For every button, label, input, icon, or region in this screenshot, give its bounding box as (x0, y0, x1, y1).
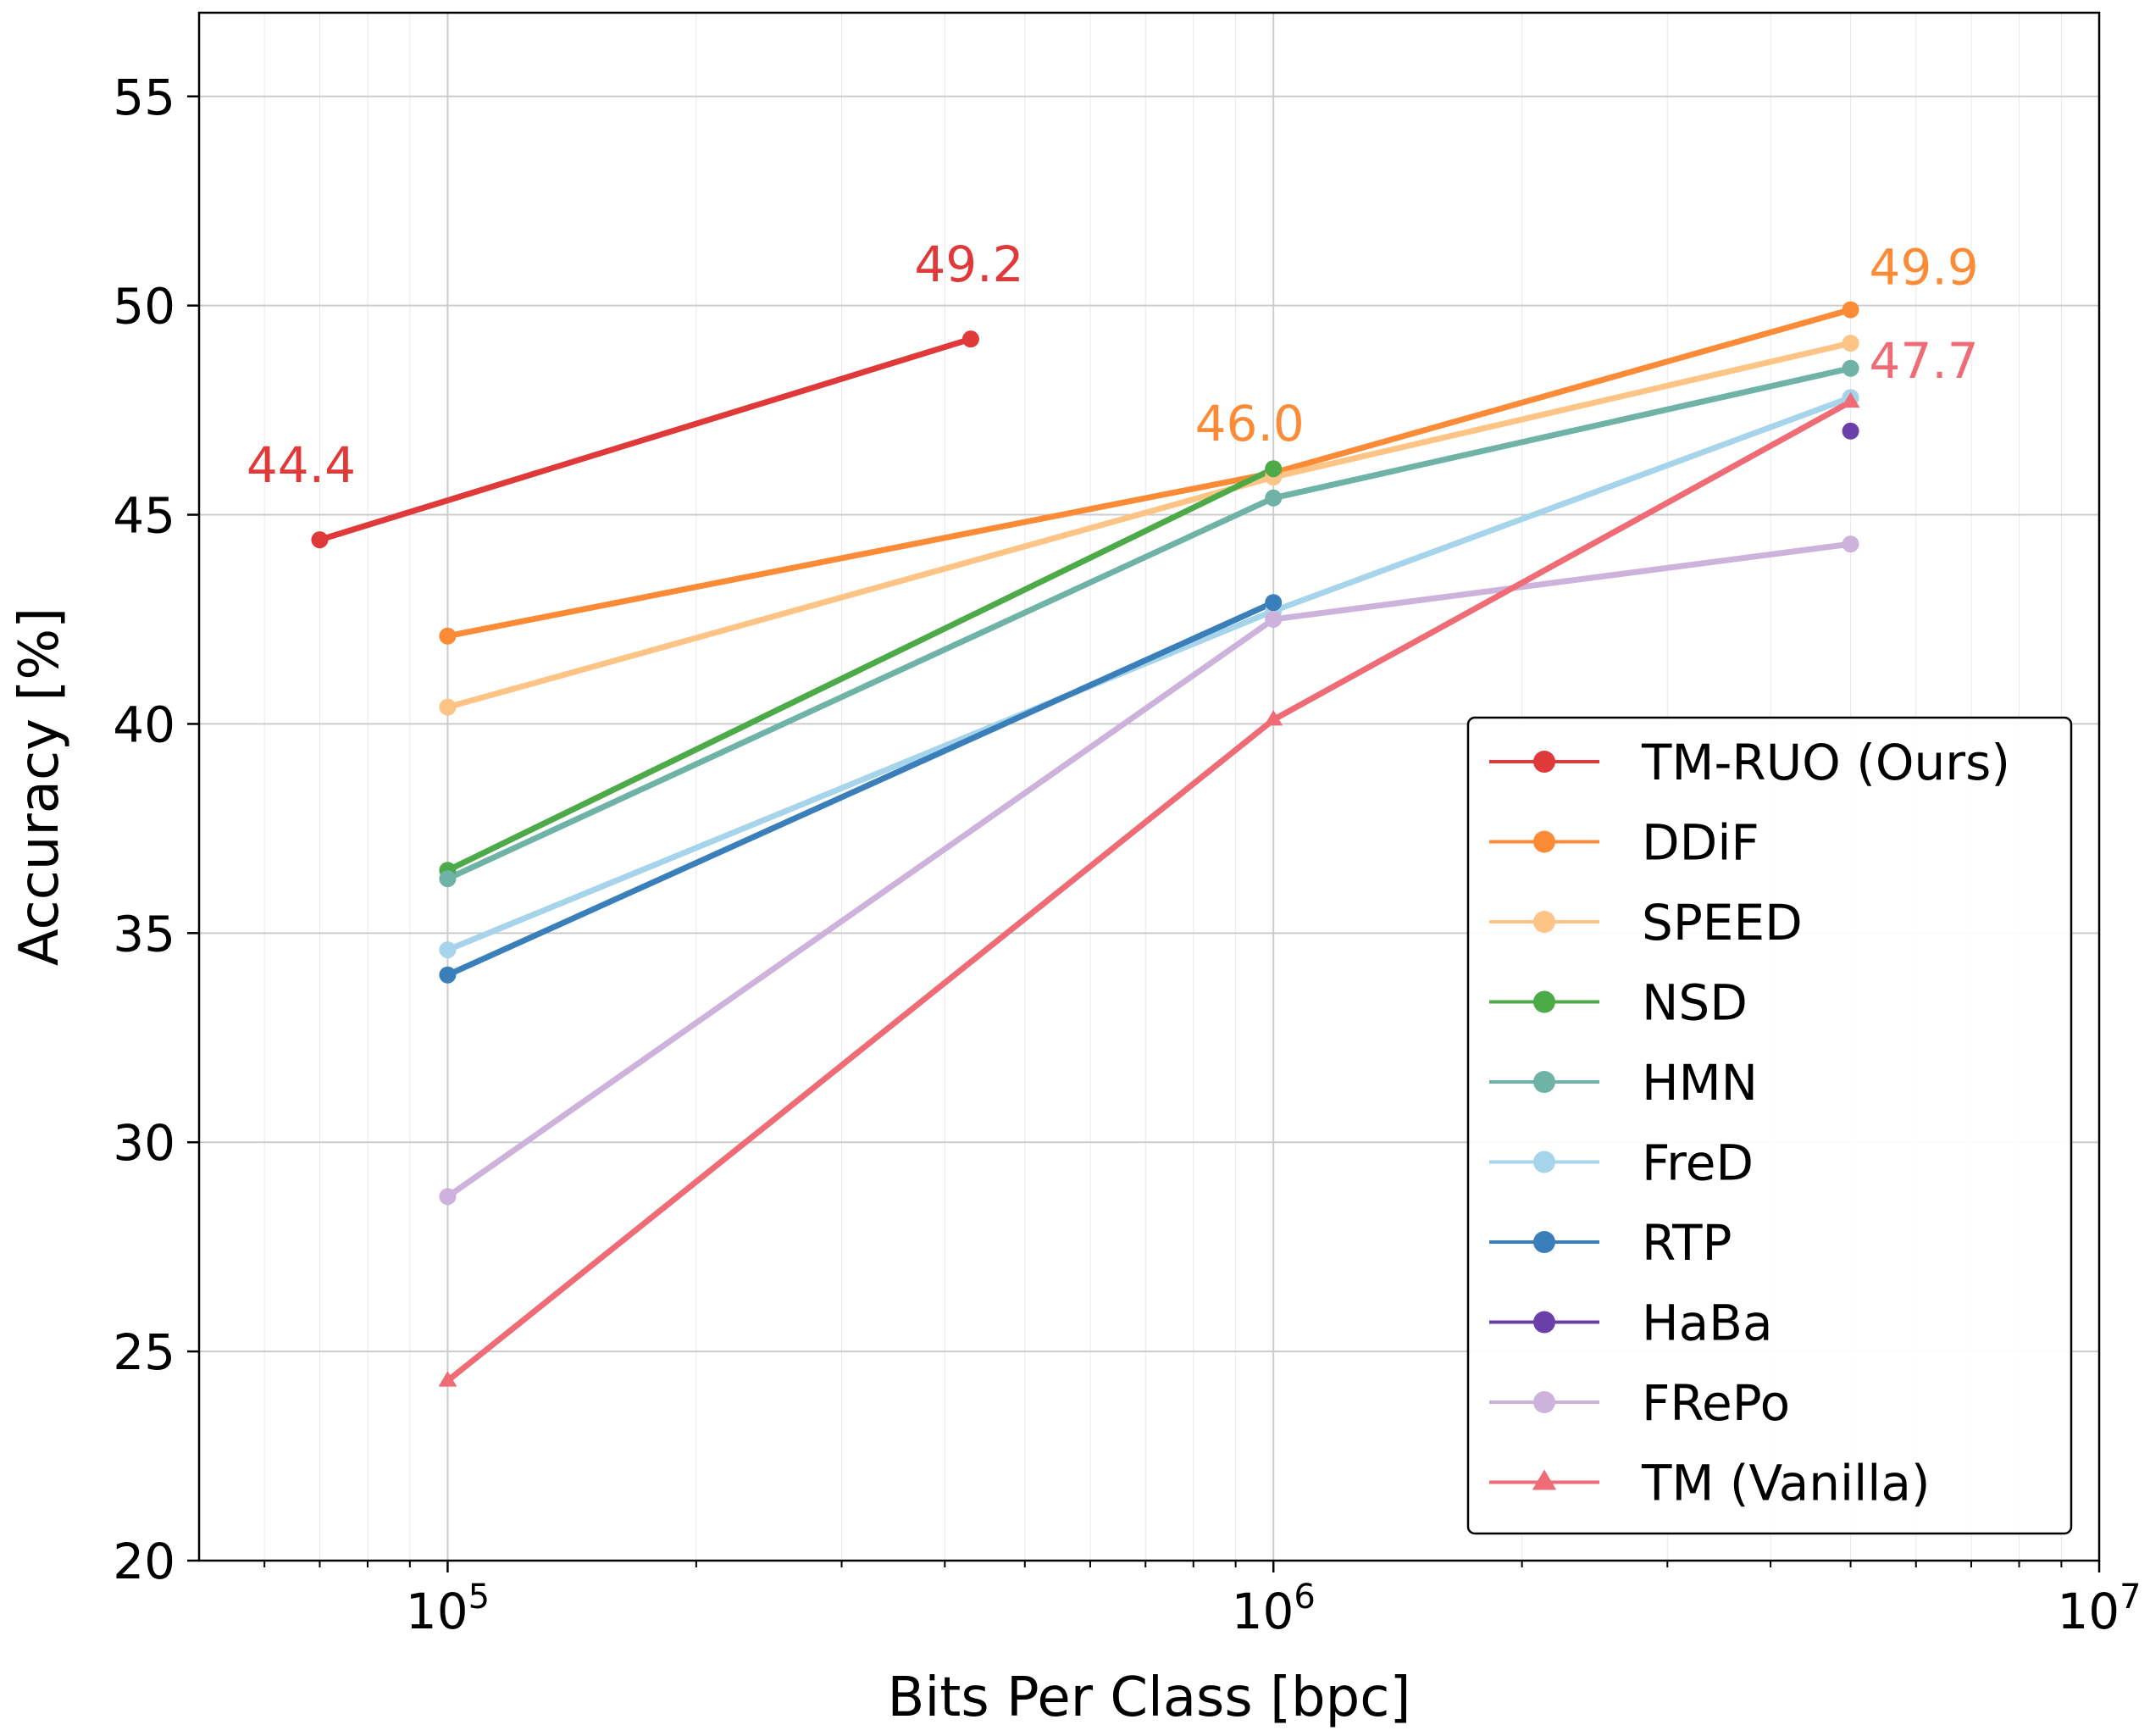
legend-label: HaBa (1642, 1295, 1773, 1352)
data-point-hmn (439, 870, 457, 888)
legend-label: HMN (1642, 1054, 1758, 1112)
y-tick-label: 50 (113, 278, 175, 336)
y-tick-label: 40 (113, 696, 175, 753)
data-point-ddif (1842, 301, 1859, 319)
x-tick-label: 106 (1232, 1578, 1316, 1640)
x-axis-label: Bits Per Class [bpc] (888, 1667, 1411, 1729)
y-axis-label: Accuracy [%] (8, 607, 71, 966)
x-axis: 105 106 107 (263, 1561, 2142, 1640)
data-point-frepo (439, 1188, 457, 1206)
data-point-nsd (1265, 460, 1283, 478)
legend-item-nsd: NSD (1489, 974, 1748, 1032)
legend-swatch-marker (1533, 751, 1555, 773)
annotation-label: 46.0 (1195, 395, 1305, 452)
data-point-rtp (1265, 594, 1283, 612)
plot-frame (197, 11, 2101, 1562)
legend-label: RTP (1642, 1214, 1732, 1272)
data-point-tm-vanilla (438, 1371, 457, 1387)
y-axis: 20 25 30 35 40 45 50 55 (113, 69, 199, 1590)
y-tick-label: 25 (113, 1323, 175, 1381)
y-tick-label: 20 (113, 1533, 175, 1590)
y-tick-label: 30 (113, 1114, 175, 1172)
legend-item-tm-vanilla: TM (Vanilla) (1489, 1455, 1931, 1512)
legend-swatch-marker (1533, 1391, 1555, 1413)
data-point-frepo (1842, 535, 1859, 553)
legend: TM-RUO (Ours) DDiF SPEED NSD HMN FreD RTP HaBa F… (1466, 716, 2073, 1535)
annotations: 44.4 49.2 46.0 49.9 47.7 (247, 236, 1979, 494)
legend-item-rtp: RTP (1489, 1214, 1732, 1272)
annotation-label: 49.9 (1870, 239, 1979, 297)
legend-label: TM-RUO (Ours) (1641, 734, 2010, 791)
data-point-rtp (439, 966, 457, 984)
legend-item-speed: SPEED (1489, 894, 1803, 951)
legend-label: NSD (1642, 974, 1748, 1032)
series-markers (311, 301, 1860, 1387)
data-point-haba (1842, 422, 1859, 440)
legend-item-haba: HaBa (1489, 1295, 1773, 1352)
legend-swatch-marker (1533, 911, 1555, 933)
data-point-hmn (1842, 359, 1859, 377)
legend-item-hmn: HMN (1489, 1054, 1758, 1112)
series-line-tm-ruo-ours (316, 336, 974, 543)
legend-swatch-marker (1533, 1071, 1555, 1093)
series-line-rtp (444, 599, 1277, 979)
legend-swatch-marker (1533, 1151, 1555, 1173)
legend-swatch-marker (1532, 1469, 1557, 1490)
legend-label: SPEED (1642, 894, 1803, 951)
y-tick-label: 55 (113, 69, 175, 126)
y-tick-label: 45 (113, 487, 175, 545)
data-point-speed (439, 698, 457, 716)
legend-label: DDiF (1642, 814, 1759, 872)
annotation-label: 44.4 (247, 436, 356, 494)
data-point-tm-vanilla (1264, 709, 1283, 726)
legend-swatch-marker (1533, 830, 1555, 853)
legend-item-frepo: FRePo (1489, 1374, 1790, 1432)
legend-box (1466, 716, 2073, 1535)
annotation-label: 49.2 (914, 236, 1023, 293)
data-point-ddif (439, 627, 457, 645)
data-point-tm-ruo-ours (961, 330, 979, 348)
data-point-frepo (1265, 610, 1283, 628)
annotation-label: 47.7 (1870, 332, 1979, 390)
legend-item-fred: FreD (1489, 1134, 1754, 1192)
legend-label: FRePo (1642, 1374, 1790, 1432)
y-tick-label: 35 (113, 905, 175, 962)
data-point-hmn (1265, 489, 1283, 507)
legend-item-tm-ruo-ours: TM-RUO (Ours) (1489, 734, 2010, 791)
legend-swatch-marker (1533, 1311, 1555, 1334)
legend-swatch-marker (1533, 1231, 1555, 1253)
data-point-speed (1842, 335, 1859, 352)
legend-swatch-marker (1533, 990, 1555, 1013)
legend-item-ddif: DDiF (1489, 814, 1759, 872)
legend-label: FreD (1642, 1134, 1754, 1192)
series-line-nsd (444, 465, 1277, 874)
x-tick-label: 105 (406, 1578, 490, 1640)
data-point-fred (439, 941, 457, 959)
x-tick-label: 107 (2057, 1578, 2141, 1640)
legend-label: TM (Vanilla) (1641, 1455, 1931, 1512)
data-point-tm-vanilla (1841, 391, 1860, 408)
data-point-tm-ruo-ours (311, 531, 329, 549)
